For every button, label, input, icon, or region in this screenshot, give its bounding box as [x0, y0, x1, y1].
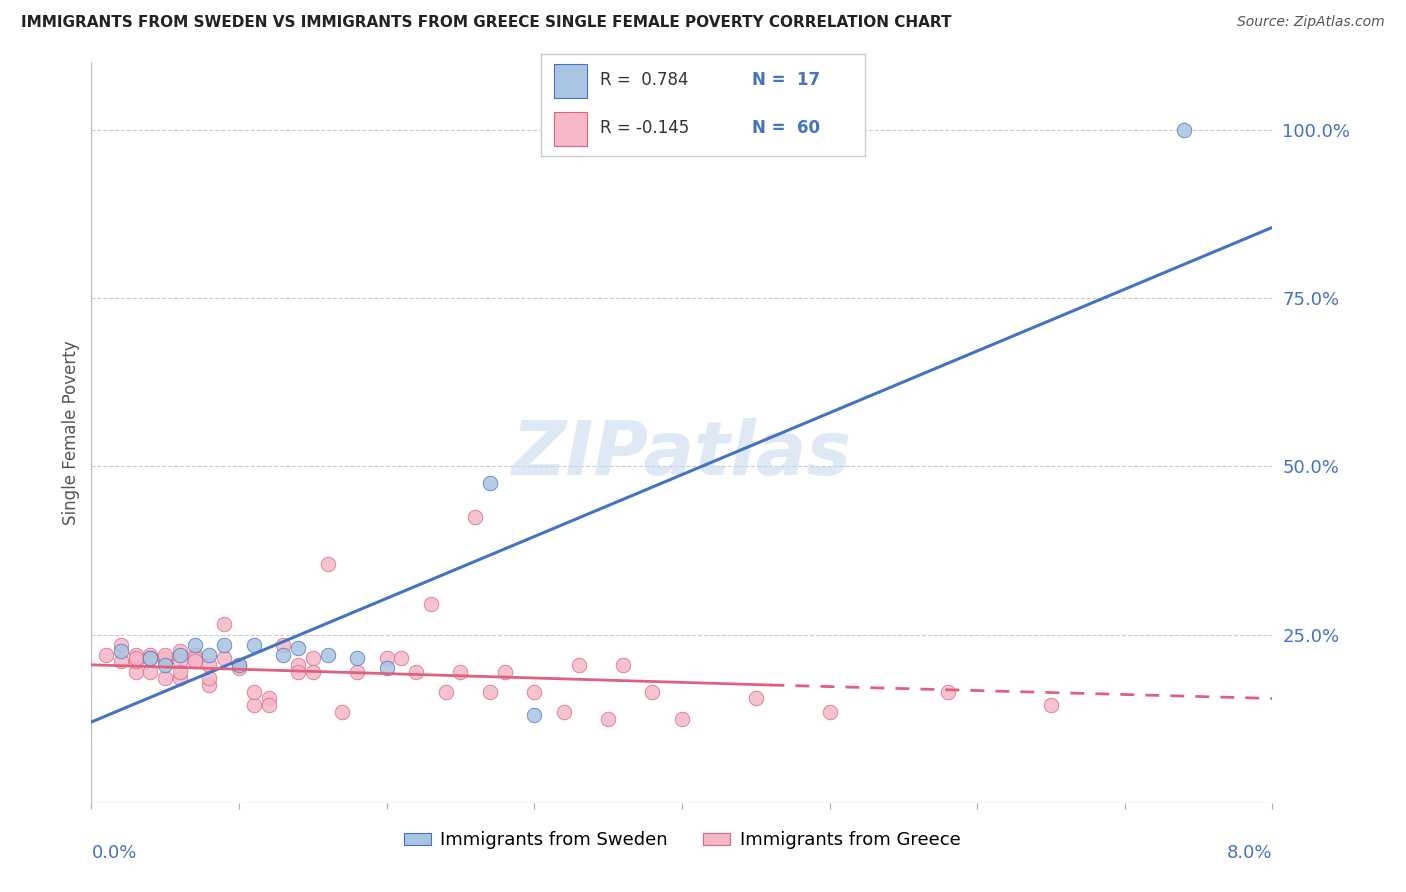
Point [450, 665, 472, 679]
Point [153, 651, 177, 665]
Point [818, 705, 841, 719]
Point [214, 651, 236, 665]
Point [183, 638, 207, 652]
Point [198, 657, 221, 672]
Point [243, 685, 266, 699]
Legend: Immigrants from Sweden, Immigrants from Greece: Immigrants from Sweden, Immigrants from … [396, 824, 967, 856]
Point [228, 661, 250, 675]
Point [257, 691, 280, 706]
Point [198, 648, 221, 662]
Point [494, 665, 516, 679]
Point [316, 557, 339, 571]
Point [391, 651, 413, 665]
Point [287, 640, 309, 655]
Point [110, 644, 132, 658]
Point [464, 509, 486, 524]
Point [375, 651, 398, 665]
Point [523, 708, 546, 723]
Point [169, 648, 191, 662]
Text: ZIPatlas: ZIPatlas [512, 418, 852, 491]
Point [243, 638, 266, 652]
Text: Source: ZipAtlas.com: Source: ZipAtlas.com [1237, 15, 1385, 29]
Point [124, 665, 148, 679]
Point [287, 665, 309, 679]
Point [153, 648, 177, 662]
Text: N =  17: N = 17 [751, 71, 820, 89]
Point [346, 651, 368, 665]
Point [183, 655, 207, 669]
Point [139, 665, 162, 679]
Point [198, 678, 221, 692]
Point [169, 671, 191, 685]
Point [198, 671, 221, 685]
Point [96, 648, 118, 662]
Point [139, 648, 162, 662]
Point [153, 657, 177, 672]
Point [124, 648, 148, 662]
Text: R = -0.145: R = -0.145 [599, 120, 689, 137]
Point [153, 671, 177, 685]
Text: 8.0%: 8.0% [1227, 844, 1272, 862]
Point [271, 638, 295, 652]
Point [745, 691, 768, 706]
Y-axis label: Single Female Poverty: Single Female Poverty [62, 341, 80, 524]
Point [257, 698, 280, 713]
Point [271, 648, 295, 662]
Point [568, 657, 591, 672]
Point [243, 698, 266, 713]
Point [419, 597, 441, 611]
Point [478, 685, 502, 699]
Text: IMMIGRANTS FROM SWEDEN VS IMMIGRANTS FROM GREECE SINGLE FEMALE POVERTY CORRELATI: IMMIGRANTS FROM SWEDEN VS IMMIGRANTS FRO… [21, 15, 952, 30]
Point [214, 638, 236, 652]
Point [110, 638, 132, 652]
Point [478, 476, 502, 491]
Point [1040, 698, 1063, 713]
Point [139, 651, 162, 665]
Point [301, 665, 323, 679]
Point [405, 665, 427, 679]
Bar [554, 112, 586, 145]
Text: R =  0.784: R = 0.784 [599, 71, 688, 89]
Point [612, 657, 634, 672]
Point [169, 644, 191, 658]
Point [346, 665, 368, 679]
Point [153, 655, 177, 669]
Point [671, 712, 693, 726]
Point [641, 685, 664, 699]
Point [316, 648, 339, 662]
Point [139, 651, 162, 665]
Point [523, 685, 546, 699]
Point [124, 651, 148, 665]
Point [936, 685, 959, 699]
Text: 0.0%: 0.0% [91, 844, 136, 862]
Text: N =  60: N = 60 [751, 120, 820, 137]
Point [1173, 122, 1195, 136]
Point [434, 685, 457, 699]
Point [375, 661, 398, 675]
Point [287, 657, 309, 672]
Point [169, 655, 191, 669]
Point [183, 648, 207, 662]
Point [553, 705, 575, 719]
Point [183, 651, 207, 665]
Point [169, 665, 191, 679]
Bar [554, 64, 586, 97]
Point [124, 655, 148, 669]
Point [332, 705, 354, 719]
Point [598, 712, 620, 726]
Point [301, 651, 323, 665]
Point [228, 657, 250, 672]
Point [228, 657, 250, 672]
Point [214, 617, 236, 632]
Point [110, 655, 132, 669]
